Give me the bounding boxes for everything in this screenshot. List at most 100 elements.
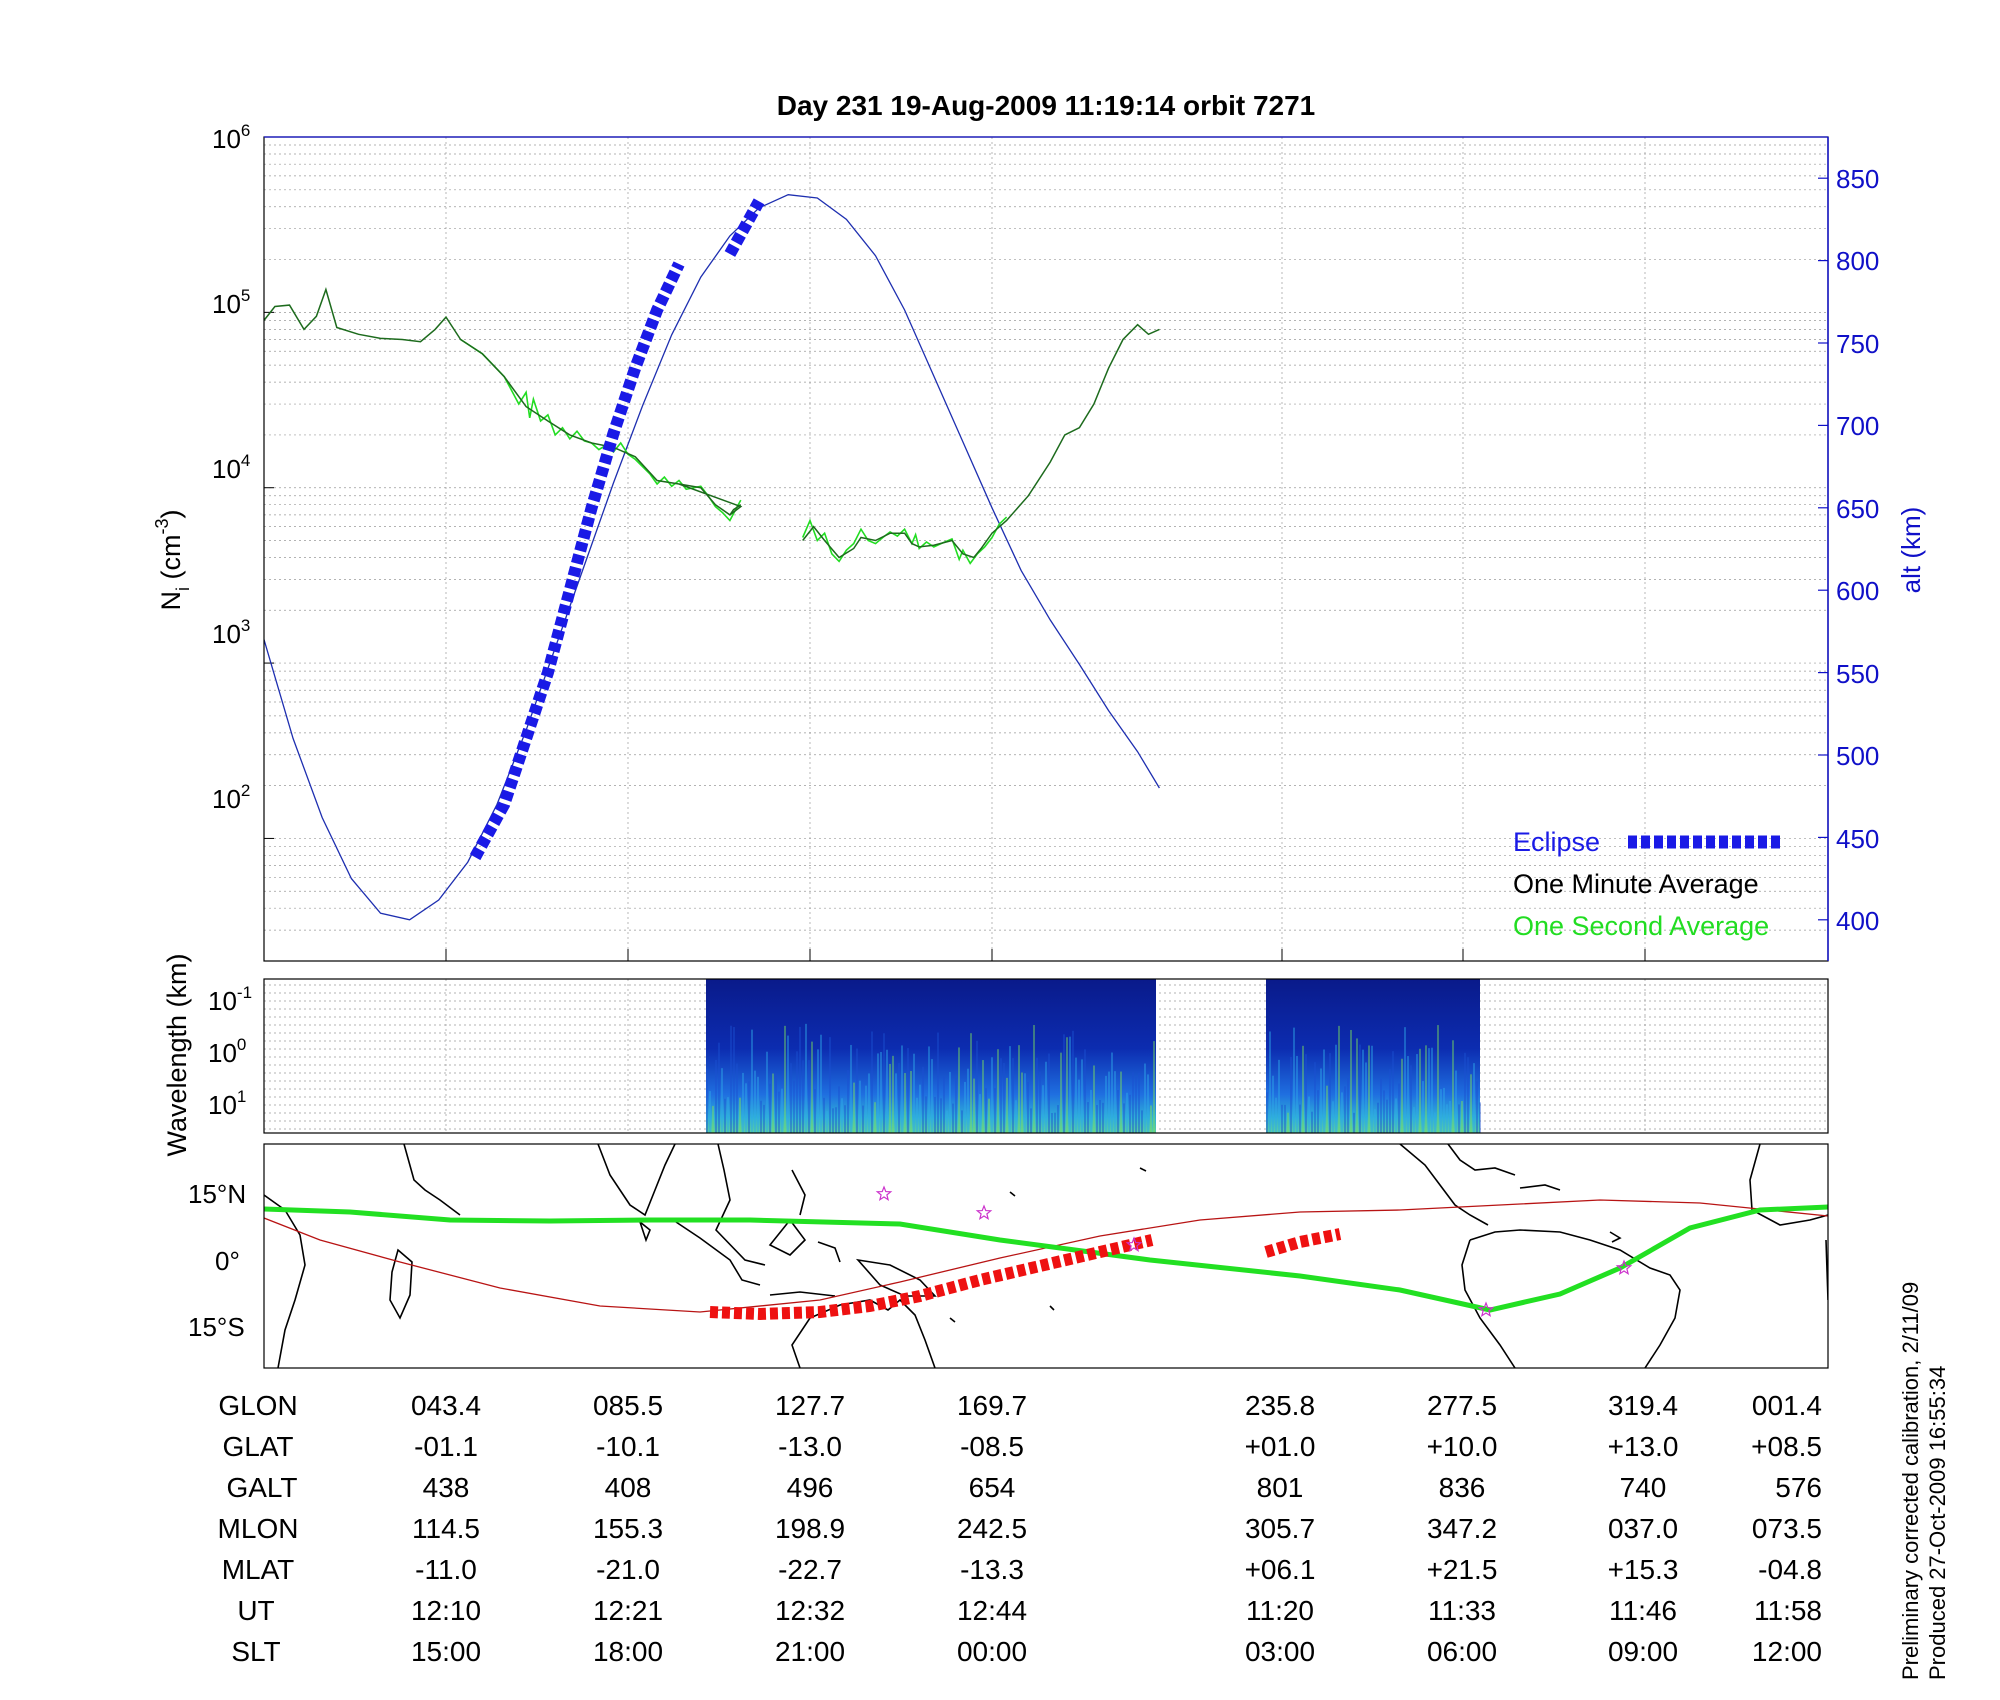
eclipse-segment [469, 261, 685, 861]
spectrogram-streak [1045, 1061, 1047, 1133]
spectrogram-streak [1000, 1058, 1002, 1133]
spectrogram-streak [871, 1031, 873, 1133]
spectrogram-streak [1144, 1063, 1146, 1133]
spectrogram-streak [1006, 1077, 1008, 1133]
spectrogram-streak [1407, 1056, 1409, 1133]
spectrogram-streak [1446, 1104, 1448, 1133]
spectrogram-streak [721, 1068, 723, 1133]
y2-tick-label: 600 [1836, 576, 1879, 606]
spectrogram-streak [1395, 1098, 1397, 1133]
spectrogram-streak [727, 1097, 729, 1133]
spectrogram-streak [955, 1077, 957, 1133]
spectrogram-streak [712, 1105, 714, 1133]
one-minute-average-line [264, 287, 1160, 559]
y-tick-label: 102 [212, 781, 250, 814]
spectrogram-streak [862, 1105, 864, 1133]
spectrogram-streak [934, 1096, 936, 1133]
spectrogram-streak [724, 1098, 726, 1133]
spectrogram-streak [1132, 1072, 1134, 1133]
spectrogram-streak [1305, 1054, 1307, 1133]
spectrogram-streak [1464, 1052, 1466, 1133]
spectrogram-streak [928, 1046, 930, 1133]
table-cell: 277.5 [1427, 1390, 1497, 1421]
minute-average-segment [729, 504, 742, 516]
table-cell: 11:20 [1246, 1595, 1314, 1626]
spectrogram-streak [715, 1059, 717, 1133]
spectrogram-streak [1470, 1074, 1472, 1133]
spectrogram-streak [883, 1033, 885, 1133]
spectrogram-streak [868, 1073, 870, 1133]
spectrogram-y-tick-label: 100 [208, 1035, 246, 1068]
spectrogram-streak [1434, 1112, 1436, 1133]
spectrogram-streak [1111, 1052, 1113, 1133]
spectrogram-streak [901, 1045, 903, 1133]
spectrogram-streak [1039, 1071, 1041, 1133]
spectrogram-streak [1326, 1085, 1328, 1133]
spectrogram-streak [1422, 1081, 1424, 1133]
spectrogram-streak [742, 1072, 744, 1133]
map-y-tick-label: 15°S [188, 1312, 245, 1342]
spectrogram-streak [1087, 1102, 1089, 1133]
table-cell: 00:00 [957, 1636, 1027, 1667]
table-cell: 242.5 [957, 1513, 1027, 1544]
spectrogram-streak [1398, 1083, 1400, 1133]
spectrogram-streak [1135, 1077, 1137, 1133]
y2-tick-label: 800 [1836, 246, 1879, 276]
spectrogram-streak [895, 1073, 897, 1133]
spectrogram-streak [1392, 1051, 1394, 1133]
table-cell: 21:00 [775, 1636, 845, 1667]
spectrogram-streak [1147, 1074, 1149, 1133]
spectrogram-streak [943, 1076, 945, 1133]
spectrogram-streak [826, 1111, 828, 1133]
table-cell: -11.0 [415, 1554, 477, 1585]
spectrogram-streak [1012, 1058, 1014, 1133]
table-cell: 127.7 [775, 1390, 845, 1421]
spectrogram-streak [1296, 1055, 1298, 1133]
spectrogram-streak [823, 1097, 825, 1133]
table-row-labels: GLON GLAT GALT MLON MLAT UT SLT [218, 1390, 299, 1667]
table-row-label: SLT [231, 1636, 280, 1667]
table-cell: 740 [1620, 1472, 1667, 1503]
spectrogram-streak [718, 1042, 720, 1133]
spectrogram-streak [1443, 1087, 1445, 1133]
spectrogram-streak [1102, 1102, 1104, 1133]
spectrogram-streak [994, 1088, 996, 1133]
spectrogram-streak [1126, 1092, 1128, 1133]
eclipse-line [469, 198, 765, 861]
spectrogram-streak [1120, 1071, 1122, 1133]
table-cell: -13.0 [778, 1431, 842, 1462]
spectrogram-streak [1075, 1057, 1077, 1133]
production-note: Produced 27-Oct-2009 16:55:34 [1925, 1366, 1950, 1680]
spectrogram-streak [856, 1048, 858, 1133]
spectrogram-streak [1350, 1029, 1352, 1133]
spectrogram-streak [1054, 1112, 1056, 1133]
spectrogram-streak [1311, 1111, 1313, 1133]
spectrogram-streak [877, 1053, 879, 1133]
orbit-path-line [264, 1199, 1828, 1313]
y-tick-label: 103 [212, 616, 250, 649]
spectrogram-streak [1431, 1047, 1433, 1133]
spectrogram-streak [1129, 1094, 1131, 1133]
map-y-tick-labels: 15°N 0° 15°S [188, 1179, 246, 1342]
spectrogram-streak [1114, 1071, 1116, 1133]
spectrogram-streak [1299, 1104, 1301, 1133]
spectrogram-streak [1084, 1049, 1086, 1133]
spectrogram-streak [907, 1048, 909, 1133]
top-panel: 102 103 104 105 106 Ni (cm-3) 400 450 50… [152, 121, 1926, 962]
spectrogram-streak [988, 1098, 990, 1133]
spectrogram-streak [964, 1081, 966, 1133]
table-cell: 001.4 [1752, 1390, 1822, 1421]
spectrogram-streak [1320, 1068, 1322, 1133]
spectrogram-streak [772, 1073, 774, 1133]
table-cell: 12:00 [1752, 1636, 1822, 1667]
ephemeris-table: GLON GLAT GALT MLON MLAT UT SLT 043.4 -01… [218, 1390, 1822, 1667]
spectrogram-streak [1458, 1104, 1460, 1133]
spectrogram-streak [865, 1085, 867, 1133]
y2-tick-label: 400 [1836, 906, 1879, 936]
spectrogram-streak [790, 1063, 792, 1133]
table-cell: 496 [787, 1472, 834, 1503]
y-tick-label: 105 [212, 286, 250, 319]
y2-tick-label: 700 [1836, 411, 1879, 441]
spectrogram-streak [1042, 1085, 1044, 1133]
spectrogram-streak [1066, 1037, 1068, 1133]
